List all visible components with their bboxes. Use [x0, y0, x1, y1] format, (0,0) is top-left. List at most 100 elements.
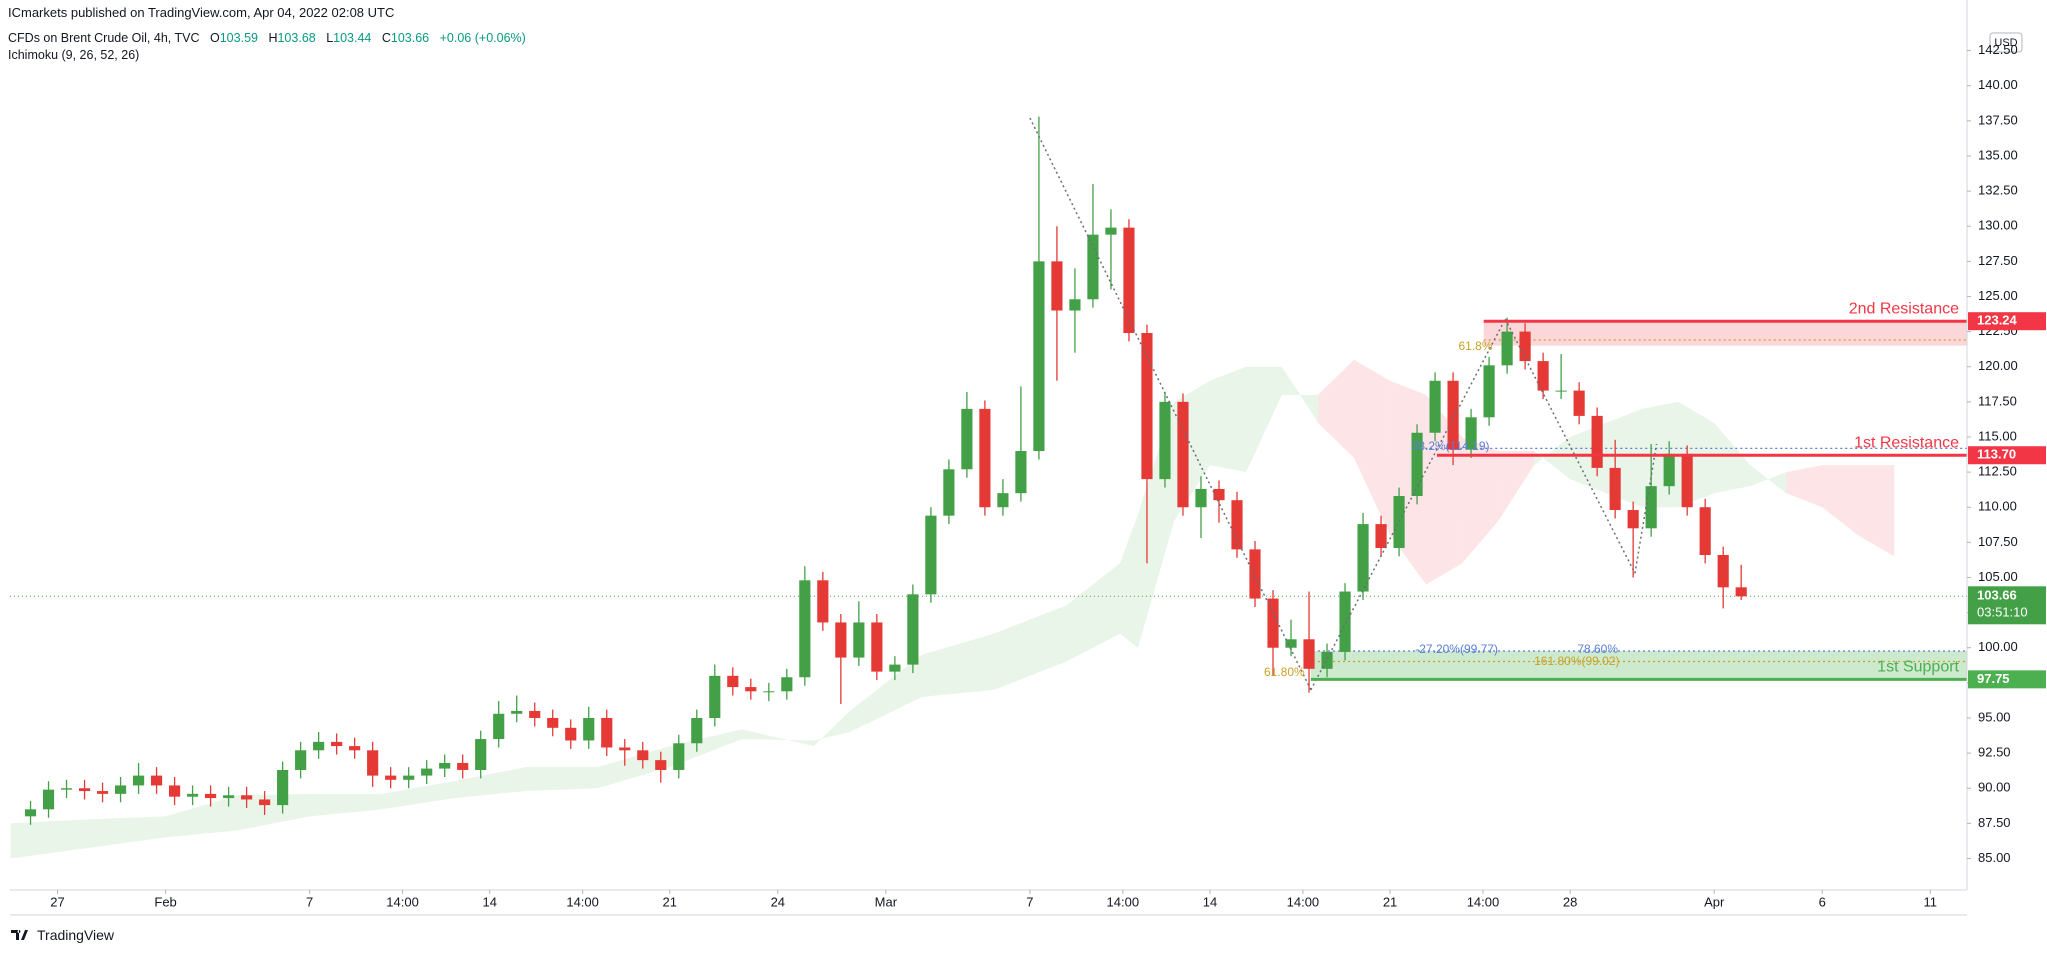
- candle-body: [223, 795, 235, 799]
- candle-body: [367, 750, 379, 776]
- x-tick-label: 28: [1563, 894, 1577, 909]
- x-tick-label: 6: [1819, 894, 1826, 909]
- change: +0.06 (+0.06%): [439, 31, 526, 45]
- candle-body: [1213, 488, 1225, 501]
- ichimoku-cloud: [1282, 366, 1319, 423]
- x-tick-label: Mar: [875, 894, 898, 909]
- price-tag-label: 97.75: [1977, 671, 2010, 686]
- candle-body: [529, 710, 541, 718]
- candle-body: [1033, 261, 1045, 452]
- y-tick-label: 135.00: [1978, 147, 2018, 162]
- x-tick-label: 14:00: [566, 894, 599, 909]
- candle-body: [1519, 331, 1531, 362]
- y-tick-label: 130.00: [1978, 218, 2018, 233]
- ichimoku-cloud: [10, 819, 94, 859]
- trend-line: [1029, 117, 1312, 691]
- candle-body: [24, 809, 37, 817]
- y-tick-label: 127.50: [1978, 253, 2018, 268]
- ichimoku-cloud: [669, 729, 742, 768]
- candle-body: [1555, 390, 1567, 392]
- ichimoku-cloud: [1462, 436, 1499, 564]
- candle-body: [187, 793, 199, 797]
- candle-body: [1699, 507, 1711, 555]
- y-tick-label: 85.00: [1978, 850, 2011, 865]
- candle-body: [150, 775, 163, 786]
- fib-label: 61.80%: [1264, 665, 1305, 679]
- x-tick-label: Apr: [1704, 894, 1725, 909]
- candle-body: [565, 727, 577, 741]
- candle-body: [295, 750, 307, 770]
- fib-label: 161.80%(99.02): [1534, 654, 1619, 668]
- candle-body: [1321, 651, 1333, 669]
- ohlc-value: 103.59: [219, 31, 258, 45]
- candle-body: [745, 687, 757, 692]
- ichimoku-cloud: [381, 781, 454, 810]
- ichimoku-cloud: [1750, 465, 1787, 494]
- level-label: 1st Resistance: [1854, 434, 1959, 451]
- x-tick-label: 14: [1203, 894, 1217, 909]
- candle-body: [1285, 639, 1297, 648]
- candle-body: [439, 762, 451, 769]
- candle-body: [1159, 401, 1171, 480]
- candle-body: [475, 739, 487, 770]
- candle-body: [997, 493, 1009, 508]
- x-tick-label: 21: [1383, 894, 1397, 909]
- x-tick-label: 11: [1924, 894, 1938, 909]
- ichimoku-cloud: [1822, 465, 1859, 536]
- ohlc-value: 103.44: [333, 31, 372, 45]
- candle-body: [1051, 261, 1063, 311]
- ichimoku-cloud: [1714, 422, 1751, 494]
- candle-body: [619, 747, 631, 751]
- candle-body: [511, 710, 523, 714]
- fib-label: 61.8%: [1458, 339, 1492, 353]
- candle-body: [385, 775, 397, 780]
- ichimoku-cloud: [165, 795, 238, 838]
- candle-body: [781, 677, 793, 692]
- candle-body: [853, 622, 865, 658]
- plot-area: [10, 116, 1967, 859]
- trend-line: [1634, 443, 1658, 574]
- ichimoku-cloud: [525, 767, 598, 792]
- candle-body: [1393, 495, 1405, 548]
- candle-body: [1303, 639, 1315, 669]
- x-tick-label: 14: [482, 894, 496, 909]
- x-tick-label: 7: [1026, 894, 1033, 909]
- candle-body: [1717, 555, 1729, 588]
- y-tick-label: 105.00: [1978, 569, 2018, 584]
- ohlc-value: 103.66: [390, 31, 430, 45]
- fib-label: 78.60%: [1577, 642, 1618, 656]
- candle-body: [1195, 488, 1207, 508]
- ichimoku-cloud: [741, 729, 814, 747]
- candle-body: [601, 717, 613, 748]
- ohlc-key: L: [326, 31, 334, 45]
- candle-body: [583, 717, 595, 741]
- level-zone: [1483, 321, 1967, 346]
- candle-body: [493, 713, 505, 740]
- fib-label: -27.20%(99.77): [1415, 642, 1498, 656]
- candle-body: [1447, 380, 1459, 450]
- ichimoku-cloud: [597, 746, 670, 789]
- candle-body: [889, 664, 901, 672]
- candle-body: [1087, 234, 1099, 300]
- ichimoku-cloud: [1354, 359, 1391, 536]
- candle-body: [349, 746, 361, 751]
- candle-body: [1645, 486, 1657, 529]
- ohlc-key: O: [210, 31, 220, 45]
- currency-box[interactable]: [1989, 32, 2023, 53]
- candle-body: [1123, 227, 1135, 333]
- y-tick-label: 117.50: [1978, 393, 2017, 408]
- footer: TradingView: [10, 927, 114, 943]
- y-tick-label: 132.50: [1978, 183, 2018, 198]
- ichimoku-cloud: [93, 816, 166, 848]
- candle-body: [60, 788, 73, 790]
- level-label: 2nd Resistance: [1849, 300, 1959, 317]
- ichimoku-cloud: [1786, 465, 1823, 508]
- ichimoku-cloud: [1246, 366, 1283, 473]
- header: ICmarkets published on TradingView.com, …: [8, 4, 526, 64]
- y-tick-label: 120.00: [1978, 358, 2018, 373]
- candle-body: [42, 789, 55, 810]
- countdown: 03:51:10: [1977, 605, 2028, 620]
- candle-body: [1591, 415, 1603, 468]
- ichimoku-cloud: [1209, 366, 1246, 473]
